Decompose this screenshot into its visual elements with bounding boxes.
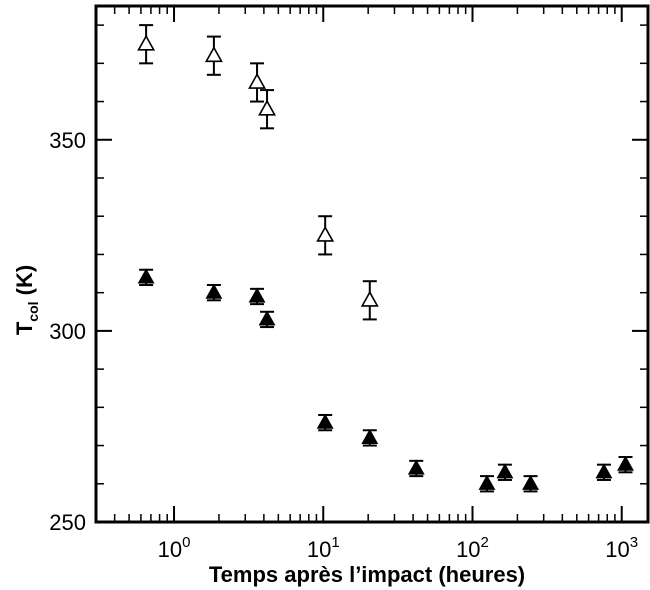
x-axis-label: Temps après l’impact (heures) xyxy=(209,562,525,587)
x-tick-label-exponent: 0 xyxy=(182,534,190,551)
y-tick-label: 300 xyxy=(49,319,86,344)
y-axis-label: Tcol (K) xyxy=(12,265,41,335)
filled-triangle-marker xyxy=(496,463,514,479)
x-tick-label: 102 xyxy=(456,534,489,562)
y-tick-label: 250 xyxy=(49,510,86,535)
filled-triangle-marker xyxy=(205,283,223,299)
y-tick-label: 350 xyxy=(49,128,86,153)
filled-triangle-marker xyxy=(522,474,540,490)
y-axis-label-subscript: col xyxy=(25,301,41,321)
x-tick-label-base: 10 xyxy=(307,537,331,562)
open-triangle-marker xyxy=(316,225,335,242)
x-tick-label-exponent: 1 xyxy=(331,534,339,551)
filled-triangle-marker xyxy=(248,287,266,303)
filled-triangle-marker xyxy=(478,474,496,490)
x-tick-label: 100 xyxy=(158,534,191,562)
plot-frame xyxy=(94,4,650,524)
y-axis-label-unit: (K) xyxy=(12,265,37,302)
filled-triangle-marker xyxy=(137,268,155,284)
x-tick-label-exponent: 3 xyxy=(630,534,638,551)
y-tick-labels: 250 300 350 xyxy=(49,128,86,535)
x-tick-label-base: 10 xyxy=(158,537,182,562)
x-tick-labels: 100 101 102 103 xyxy=(158,534,639,562)
open-triangle-marker xyxy=(248,72,267,89)
filled-triangle-marker xyxy=(595,463,613,479)
error-bars xyxy=(139,24,633,493)
open-triangle-marker xyxy=(258,99,277,116)
x-tick-label: 103 xyxy=(605,534,638,562)
filled-triangle-marker xyxy=(316,413,334,429)
filled-triangle-marker xyxy=(617,455,634,471)
data-markers xyxy=(137,34,634,490)
filled-triangle-marker xyxy=(361,428,379,445)
x-tick-label-exponent: 2 xyxy=(481,534,489,551)
x-tick-label-base: 10 xyxy=(456,537,480,562)
open-triangle-marker xyxy=(360,290,379,307)
filled-triangle-marker xyxy=(258,310,276,326)
x-tick-label-base: 10 xyxy=(605,537,629,562)
filled-triangle-marker xyxy=(407,459,425,475)
open-triangle-marker xyxy=(204,46,223,63)
x-tick-label: 101 xyxy=(307,534,340,562)
open-triangle-marker xyxy=(137,34,156,51)
y-axis-label-main: T xyxy=(12,321,37,335)
